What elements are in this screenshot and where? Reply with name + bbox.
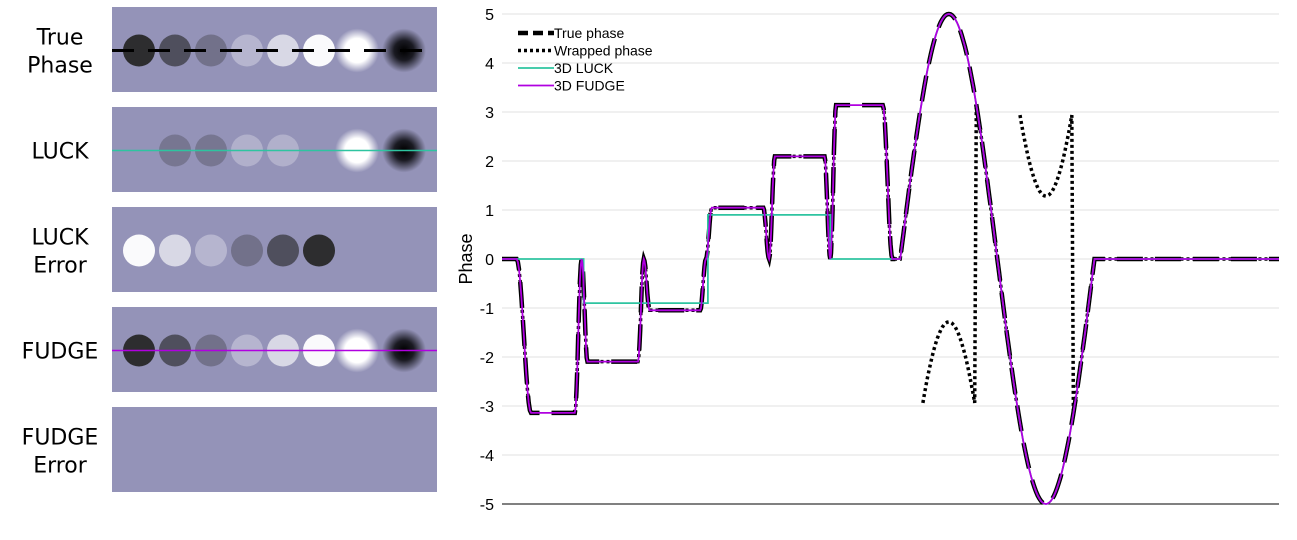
phase-dot <box>303 234 335 267</box>
phase-dot <box>123 34 155 67</box>
panel-label: LUCK <box>31 140 89 165</box>
phase-dot <box>231 234 263 267</box>
phase-dot <box>267 34 299 67</box>
y-tick-label: 1 <box>485 203 494 220</box>
legend-entry: 3D FUDGE <box>554 78 625 94</box>
panel-label: FUDGE <box>22 426 99 451</box>
series-3d-fudge <box>502 13 1279 505</box>
phase-dot <box>303 34 335 67</box>
phase-dot <box>335 28 379 73</box>
y-tick-label: 4 <box>485 56 494 73</box>
panel-label: Error <box>33 454 88 479</box>
image-panel-4: FUDGE Error <box>22 407 437 492</box>
y-tick-label: 0 <box>485 252 494 269</box>
y-tick-label: 2 <box>485 154 494 171</box>
panel-label: Phase <box>27 54 93 79</box>
phase-dot <box>195 234 227 267</box>
phase-image-panels: True Phase LUCK LUCK Error FUDGE FUDGE Error <box>22 7 437 492</box>
legend-entry: Wrapped phase <box>554 43 653 59</box>
y-tick-label: -2 <box>480 350 494 367</box>
y-axis-label: Phase <box>456 233 476 284</box>
panel-label: True <box>36 26 84 51</box>
phase-profile-chart: -5 -4 -3 -2 -1 0 1 2 3 4 5 Phase True phase Wrapped p… <box>456 7 1279 514</box>
y-tick-label: 3 <box>485 105 494 122</box>
phase-dot <box>195 34 227 67</box>
panel-label: FUDGE <box>22 340 99 365</box>
series-wrapped-phase <box>921 104 1019 404</box>
y-tick-label: 5 <box>485 7 494 24</box>
panel-background <box>112 407 437 492</box>
legend-entry: True phase <box>554 25 625 41</box>
phase-dot <box>159 234 191 267</box>
y-tick-label: -3 <box>480 399 494 416</box>
legend-entry: 3D LUCK <box>554 60 614 76</box>
image-panel-2: LUCK Error <box>31 207 437 292</box>
image-panel-1: LUCK <box>31 107 437 192</box>
phase-dot <box>159 34 191 67</box>
panel-label: LUCK <box>31 226 89 251</box>
series-wrapped-phase <box>1018 114 1279 414</box>
y-tick-label: -1 <box>480 301 494 318</box>
image-panel-3: FUDGE <box>22 307 437 392</box>
y-tick-label: -4 <box>480 448 494 465</box>
phase-dot <box>123 234 155 267</box>
panel-label: Error <box>33 254 88 279</box>
phase-dot <box>267 234 299 267</box>
series-lines <box>502 11 1279 507</box>
phase-dot <box>231 34 263 67</box>
image-panel-0: True Phase <box>27 7 437 92</box>
y-tick-label: -5 <box>480 497 494 514</box>
